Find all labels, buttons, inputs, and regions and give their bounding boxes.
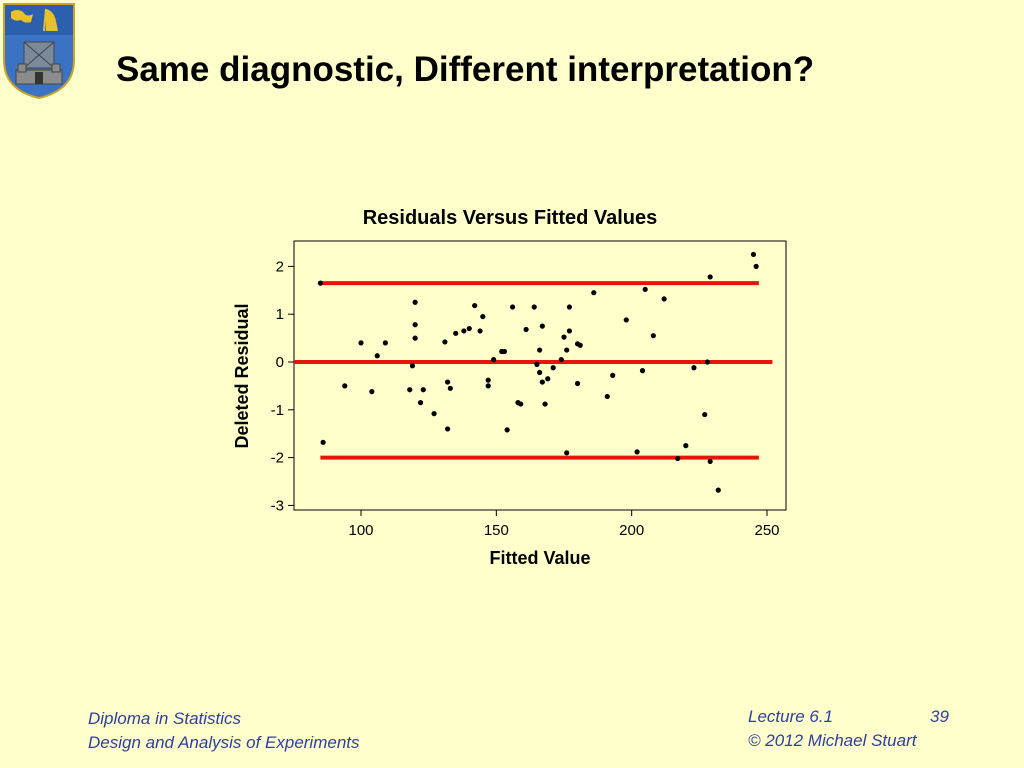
data-point <box>558 357 564 363</box>
data-point <box>358 340 364 346</box>
footer-module-line: Design and Analysis of Experiments <box>88 733 360 752</box>
data-point <box>453 330 459 336</box>
x-tick-label: 250 <box>754 522 779 539</box>
data-point <box>342 383 348 389</box>
data-point <box>577 342 583 348</box>
data-point <box>683 443 689 449</box>
data-point <box>604 393 610 400</box>
data-point <box>537 369 543 376</box>
y-axis-label: Deleted Residual <box>232 303 252 448</box>
data-point <box>750 251 757 258</box>
residuals-scatter-chart: Residuals Versus Fitted Values 2 1 0 -1 -2 -3… <box>232 207 787 568</box>
data-point <box>523 326 529 333</box>
data-point <box>317 280 323 286</box>
footer-page-number: 39 <box>930 707 949 726</box>
x-tick-label: 200 <box>619 522 644 539</box>
data-point <box>545 376 551 382</box>
data-point <box>623 317 629 323</box>
data-point <box>412 299 418 305</box>
data-point <box>642 286 648 292</box>
y-tick-label: 2 <box>276 258 284 275</box>
data-point <box>417 400 424 406</box>
data-point <box>564 450 570 456</box>
data-point <box>382 340 388 346</box>
data-points <box>317 251 759 493</box>
footer-copyright: © 2012 Michael Stuart <box>748 731 917 750</box>
data-point <box>574 380 581 387</box>
data-point <box>566 328 573 334</box>
data-point <box>704 359 711 365</box>
data-point <box>639 368 646 374</box>
data-point <box>442 339 448 345</box>
data-point <box>634 449 640 455</box>
data-point <box>407 387 413 393</box>
data-point <box>539 379 545 385</box>
data-point <box>509 304 516 310</box>
x-tick-label: 100 <box>348 522 373 539</box>
data-point <box>650 333 656 339</box>
data-point <box>504 427 510 433</box>
data-point <box>550 365 556 371</box>
footer-lecture-number: Lecture 6.1 <box>748 707 834 726</box>
reference-lines <box>294 281 773 460</box>
chart-title: Residuals Versus Fitted Values <box>363 207 658 229</box>
data-point <box>542 401 548 407</box>
data-point <box>472 302 478 309</box>
data-point <box>661 296 667 302</box>
data-point <box>539 323 545 329</box>
data-point <box>447 385 453 391</box>
data-point <box>480 313 486 320</box>
data-point <box>420 387 426 393</box>
data-point <box>702 411 708 418</box>
y-tick-label: 0 <box>276 354 284 371</box>
data-point <box>409 363 416 369</box>
data-point <box>715 487 721 493</box>
data-point <box>477 328 483 334</box>
y-tick-label: -1 <box>271 402 284 419</box>
x-axis: 100 150 200 250 <box>348 510 780 539</box>
data-point <box>491 357 497 363</box>
data-point <box>412 322 418 328</box>
y-tick-label: -2 <box>271 450 284 467</box>
y-tick-label: -3 <box>271 497 284 514</box>
data-point <box>564 347 570 353</box>
data-point <box>374 353 380 359</box>
footer-course-line: Diploma in Statistics <box>88 709 242 728</box>
data-point <box>518 401 524 407</box>
data-point <box>691 365 697 371</box>
data-point <box>566 304 573 310</box>
data-point <box>412 335 418 341</box>
data-point <box>531 304 537 310</box>
slide-title: Same diagnostic, Different interpretatio… <box>116 50 815 89</box>
data-point <box>485 377 491 383</box>
x-tick-label: 150 <box>484 522 509 539</box>
data-point <box>461 328 467 334</box>
data-point <box>610 372 616 378</box>
data-point <box>501 348 508 355</box>
y-tick-label: 1 <box>276 306 284 323</box>
data-point <box>445 379 451 385</box>
data-point <box>369 389 375 395</box>
data-point <box>707 274 713 280</box>
data-point <box>753 263 759 269</box>
data-point <box>445 426 451 432</box>
x-axis-label: Fitted Value <box>489 548 590 568</box>
y-axis: 2 1 0 -1 -2 -3 <box>271 258 294 514</box>
college-crest-logo <box>3 3 75 100</box>
plot-area-frame <box>293 240 787 511</box>
data-point <box>675 455 681 462</box>
data-point <box>537 347 543 353</box>
data-point <box>534 361 540 367</box>
data-point <box>561 334 567 340</box>
data-point <box>591 290 597 296</box>
data-point <box>707 458 713 465</box>
data-point <box>320 439 326 445</box>
data-point <box>466 325 472 332</box>
data-point <box>431 411 437 417</box>
data-point <box>485 383 491 389</box>
